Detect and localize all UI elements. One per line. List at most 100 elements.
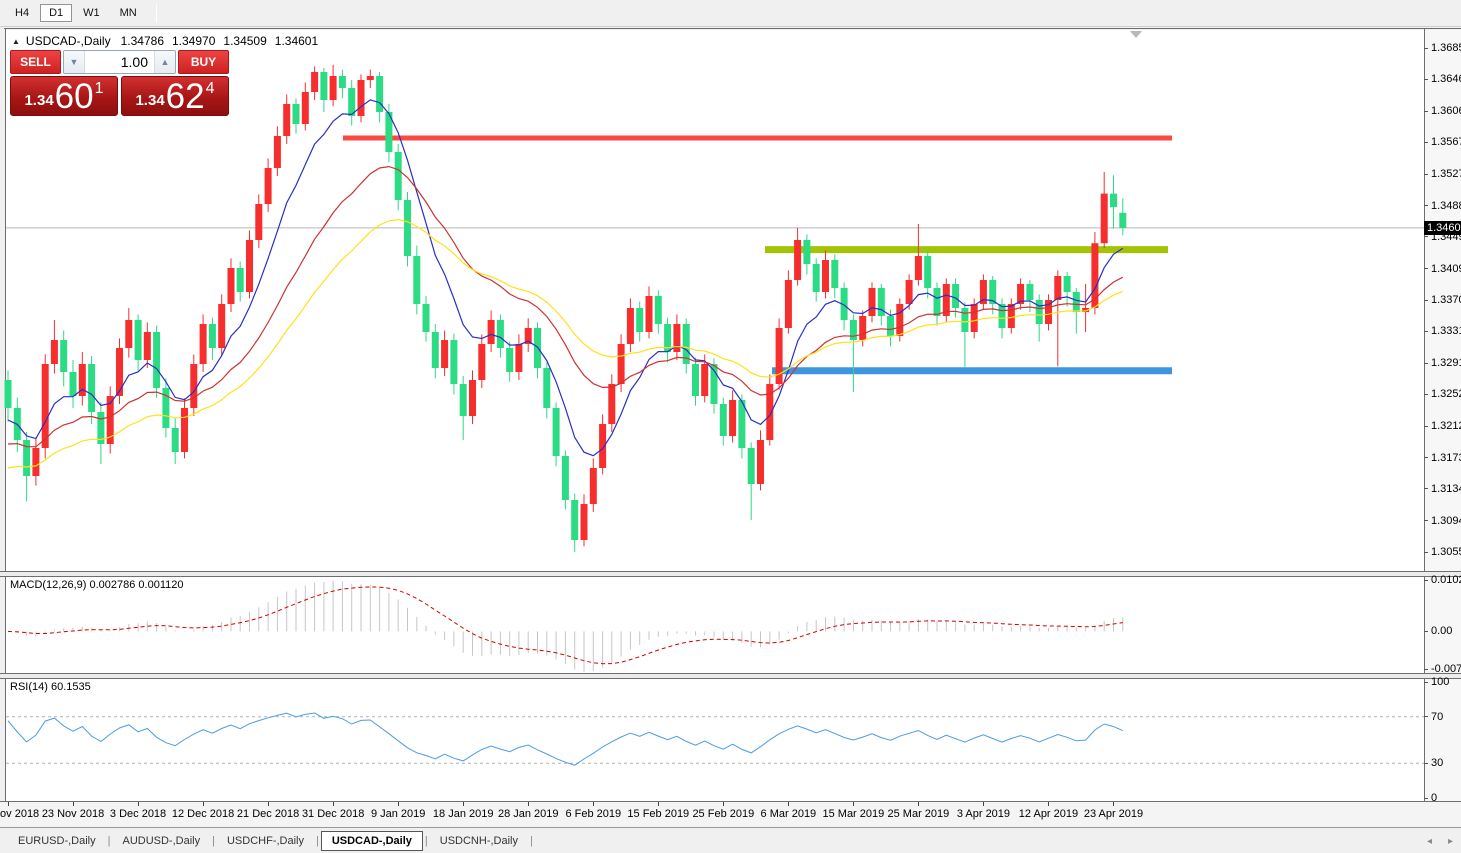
price-axis-label: 1.31730 xyxy=(1431,451,1461,464)
buy-button[interactable]: BUY xyxy=(178,50,229,74)
price-chart-pane[interactable] xyxy=(4,30,1424,571)
price-axis-background xyxy=(1425,30,1461,801)
macd-axis-label: -0.00747 xyxy=(1431,663,1461,675)
macd-axis-tick xyxy=(1424,668,1428,670)
timeframe-button-h4[interactable]: H4 xyxy=(6,4,38,22)
rsi-axis-tick xyxy=(1424,716,1428,718)
volume-input[interactable] xyxy=(85,51,154,73)
tab-separator: | xyxy=(530,834,533,847)
date-axis-label: 25 Feb 2019 xyxy=(692,808,755,820)
candlestick-series xyxy=(4,64,1127,552)
macd-label: MACD(12,26,9) 0.002786 0.001120 xyxy=(10,579,184,591)
chart-tab-usdchf[interactable]: USDCHF-,Daily xyxy=(226,834,304,847)
date-axis-tick xyxy=(592,802,594,806)
date-axis-label: 23 Apr 2019 xyxy=(1083,808,1144,820)
pane-splitter-rsi[interactable] xyxy=(0,673,1461,679)
tab-separator: | xyxy=(315,834,319,847)
tab-scroll-right-icon[interactable]: ▸ xyxy=(1447,835,1453,847)
date-axis-label: 3 Apr 2019 xyxy=(956,808,1011,820)
chart-tab-bar: EURUSD-,Daily | AUDUSD-,Daily | USDCHF-,Dail… xyxy=(0,827,1461,853)
price-axis-label: 1.32120 xyxy=(1431,420,1461,433)
date-axis-label: 14 Nov 2018 xyxy=(0,808,40,820)
chart-tab-audusd[interactable]: AUDUSD-,Daily xyxy=(122,834,201,847)
price-axis-label: 1.33700 xyxy=(1431,294,1461,306)
sell-button[interactable]: SELL xyxy=(10,50,61,74)
date-axis-tick xyxy=(1047,802,1049,806)
price-axis-tick xyxy=(1424,393,1428,395)
ohlc-low: 1.34509 xyxy=(223,34,267,48)
ohlc-open: 1.34786 xyxy=(120,34,164,48)
moving-average-34 xyxy=(7,218,1124,469)
chart-tab-usdcad[interactable]: USDCAD-,Daily xyxy=(320,830,423,851)
timeframe-button-d1[interactable]: D1 xyxy=(40,4,73,22)
volume-increase-button[interactable]: ▲ xyxy=(154,51,175,73)
sell-price-display[interactable]: 1.34 60 1 xyxy=(10,76,118,116)
tab-scroll-left-icon[interactable]: ◂ xyxy=(1426,835,1432,847)
timeframe-button-mn[interactable]: MN xyxy=(111,4,146,22)
date-axis-tick xyxy=(982,802,984,806)
pane-splitter-macd[interactable] xyxy=(0,571,1461,577)
price-axis-label: 1.32520 xyxy=(1431,388,1461,401)
price-axis-label: 1.36850 xyxy=(1431,42,1461,54)
chart-tab-usdcnh[interactable]: USDCNH-,Daily xyxy=(439,834,518,847)
price-axis-tick xyxy=(1424,520,1428,522)
scroll-to-end-marker-icon[interactable] xyxy=(1130,31,1142,38)
price-axis-tick xyxy=(1424,299,1428,301)
chart-tab-eurusd[interactable]: EURUSD-,Daily xyxy=(18,834,96,847)
date-axis-label: 12 Apr 2019 xyxy=(1018,808,1079,820)
date-axis-label: 15 Mar 2019 xyxy=(822,808,885,820)
one-click-trading-panel: SELL ▼ ▲ BUY 1.34 60 1 1.34 62 4 xyxy=(10,50,229,116)
macd-axis-tick xyxy=(1424,579,1428,581)
timeframe-button-w1[interactable]: W1 xyxy=(74,4,109,22)
macd-axis-tick xyxy=(1424,630,1428,632)
buy-price-prefix: 1.34 xyxy=(135,92,165,109)
date-axis-label: 31 Dec 2018 xyxy=(301,808,365,820)
date-axis-tick xyxy=(137,802,139,806)
volume-decrease-button[interactable]: ▼ xyxy=(64,51,85,73)
price-axis-tick xyxy=(1424,173,1428,175)
rsi-axis-tick xyxy=(1424,762,1428,764)
price-axis-tick xyxy=(1424,205,1428,207)
buy-price-display[interactable]: 1.34 62 4 xyxy=(121,76,229,116)
price-axis-tick xyxy=(1424,488,1428,490)
rsi-label: RSI(14) 60.1535 xyxy=(10,681,91,693)
date-axis-label: 18 Jan 2019 xyxy=(432,808,494,820)
date-axis-tick xyxy=(917,802,919,806)
date-axis-tick xyxy=(202,802,204,806)
sell-price-prefix: 1.34 xyxy=(24,92,54,109)
macd-axis-label: 0.010229 xyxy=(1431,574,1461,586)
date-axis-tick xyxy=(7,802,9,806)
price-axis-label: 1.34880 xyxy=(1431,199,1461,212)
chart-window-border xyxy=(4,28,1461,29)
volume-stepper: ▼ ▲ xyxy=(63,50,176,74)
ohlc-high: 1.34970 xyxy=(172,34,216,48)
date-axis-label: 21 Dec 2018 xyxy=(236,808,300,820)
macd-indicator-pane[interactable] xyxy=(6,577,1424,673)
chart-bottom-border xyxy=(0,801,1461,802)
price-axis-label: 1.35670 xyxy=(1431,136,1461,149)
date-axis-tick xyxy=(787,802,789,806)
axis-separator-line xyxy=(1424,29,1425,801)
date-axis-tick xyxy=(852,802,854,806)
sell-price-big: 60 xyxy=(54,76,94,116)
price-axis-column: 1.36850 1.36460 1.36060 1.35670 1.35270 1.348… xyxy=(1424,0,1461,853)
price-axis-tick xyxy=(1424,551,1428,553)
rsi-axis-label: 70 xyxy=(1431,710,1444,723)
price-axis-tick xyxy=(1424,425,1428,427)
rsi-axis-tick xyxy=(1424,797,1428,799)
macd-histogram xyxy=(16,581,1124,672)
tab-separator: | xyxy=(424,834,428,847)
price-axis-label: 1.31340 xyxy=(1431,482,1461,495)
current-price-box: 1.34601 xyxy=(1424,220,1461,235)
date-axis-tick xyxy=(527,802,529,806)
rsi-axis-label: 30 xyxy=(1431,757,1444,770)
price-axis-label: 1.36460 xyxy=(1431,73,1461,86)
price-axis-label: 1.32910 xyxy=(1431,357,1461,370)
price-axis-tick xyxy=(1424,457,1428,459)
date-axis-label: 3 Dec 2018 xyxy=(109,808,167,820)
rsi-indicator-pane[interactable] xyxy=(6,679,1424,801)
date-axis-label: 6 Feb 2019 xyxy=(565,808,622,820)
one-click-panel-toggle-icon[interactable]: ▲ xyxy=(12,36,20,46)
price-axis-tick xyxy=(1424,110,1428,112)
